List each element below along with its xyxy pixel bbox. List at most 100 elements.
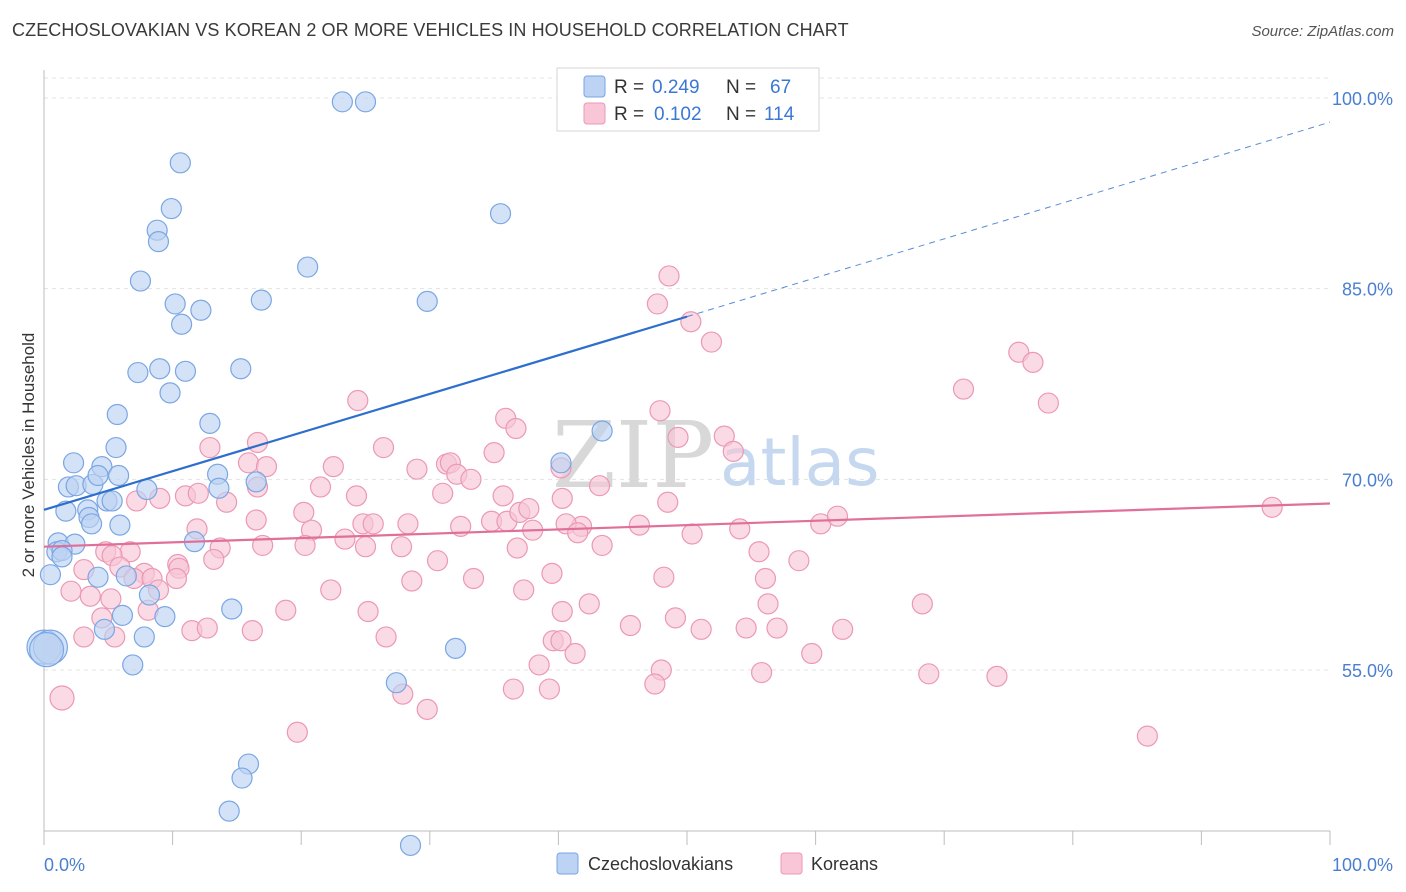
czechoslovakians-point-55 [93,618,116,640]
legend-r-value-1: 0.249 [652,77,700,98]
koreans-point-74 [390,536,413,558]
legend-n-label-1: N = [726,77,756,98]
koreans-point-126 [986,665,1008,687]
koreans-point-125 [918,663,940,685]
koreans-point-18 [483,442,505,464]
czechoslovakians-point-52 [111,604,134,626]
koreans-point-63 [567,522,589,544]
czechoslovakians-point-14 [149,358,171,380]
czechoslovakians-point-11 [171,313,193,335]
czechoslovakians-point-49 [87,566,109,588]
series-legend-swatch-koreans [780,852,803,875]
czechoslovakians-point-34 [550,452,572,474]
koreans-point-39 [551,487,573,509]
czechoslovakians-point-21 [591,420,613,442]
koreans-point-27 [460,468,482,490]
koreans-point-20 [322,456,344,478]
czechoslovakians-point-32 [208,477,230,499]
koreans-point-49 [518,497,540,520]
czechoslovakians-point-35 [55,500,77,522]
czechoslovakians-point-50 [115,565,137,587]
koreans-point-77 [591,534,613,557]
koreans-point-72 [294,534,316,557]
koreans-point-92 [60,580,82,602]
koreans-point-129 [644,673,666,695]
y-tick-label-100: 100.0% [1332,89,1393,109]
koreans-point-86 [462,567,485,590]
czechoslovakians-point-16 [174,360,197,382]
koreans-point-116 [375,626,397,648]
koreans-point-9 [1037,392,1059,414]
czechoslovakians-point-18 [159,382,181,404]
koreans-point-76 [506,537,528,559]
watermark-atlas: atlas [720,424,880,501]
x-tick-label-min: 0.0% [44,855,85,875]
czechoslovakians-point-47 [51,546,73,568]
koreans-point-88 [653,566,675,588]
czechoslovakians-point-51 [138,584,161,606]
koreans-point-110 [832,618,854,640]
koreans-point-73 [354,536,377,558]
koreans-point-65 [748,541,770,563]
czechoslovakians-point-61 [385,672,407,694]
koreans-point-75 [426,550,449,572]
czechoslovakians-points [26,91,613,857]
czechoslovakians-point-59 [444,637,467,659]
czechoslovakians-point-19 [106,403,128,426]
czechoslovakians-point-30 [136,478,158,501]
koreans-point-105 [619,614,642,637]
koreans-point-51 [628,514,651,536]
y-tick-labels: 55.0% 70.0% 85.0% 100.0% [1332,89,1393,681]
series-legend-label-czechoslovakians: Czechoslovakians [588,854,733,874]
legend-swatch-blue [583,75,606,98]
koreans-point-1 [646,293,669,315]
czechoslovakians-point-23 [62,452,85,474]
czechoslovakians-point-8 [297,256,319,278]
koreans-point-30 [345,485,368,507]
koreans-point-34 [187,482,209,504]
czechoslovakians-point-53 [154,606,176,628]
czechoslovakians-point-33 [245,471,267,493]
koreans-point-0 [658,265,680,287]
correlation-legend: R = 0.249 N = 67 R = 0.102 N = 114 [556,67,820,132]
czechoslovakians-point-63 [231,767,253,789]
koreans-point-113 [241,619,263,642]
koreans-point-7 [347,389,369,412]
czechoslovakians-trend-extension [686,121,1331,318]
x-tick-marks [43,831,1331,845]
koreans-point-99 [911,593,933,615]
koreans-point-45 [450,515,472,537]
koreans-point-102 [275,599,297,621]
koreans-point-14 [722,440,744,462]
koreans-point-70 [203,548,225,571]
trend-lines [43,121,1331,548]
koreans-point-89 [754,567,777,590]
koreans-point-5 [1022,351,1044,373]
koreans-point-133 [286,721,308,743]
koreans-point-11 [505,417,527,440]
koreans-point-64 [681,523,703,545]
czechoslovakians-point-41 [109,514,131,536]
koreans-point-97 [578,593,600,615]
koreans-point-119 [801,642,823,665]
koreans-point-44 [397,513,419,535]
source-credit: Source: ZipAtlas.com [1251,23,1394,40]
koreans-point-124 [750,661,773,684]
czechoslovakians-point-65 [399,834,422,857]
koreans-point-131 [49,685,75,711]
legend-n-label-2: N = [726,104,756,125]
koreans-point-108 [735,617,757,639]
koreans-point-90 [165,567,188,590]
czechoslovakians-point-22 [105,436,127,459]
czechoslovakians-point-66 [28,632,65,668]
legend-n-value-1: 67 [770,77,791,98]
koreans-point-52 [729,518,751,540]
czechoslovakians-point-48 [39,564,62,586]
koreans-point-37 [245,509,267,531]
czechoslovakians-point-10 [164,293,186,315]
koreans-point-107 [690,618,712,640]
czechoslovakians-point-0 [331,91,353,113]
koreans-point-87 [541,562,563,584]
koreans-point-95 [320,579,342,601]
koreans-point-109 [766,617,788,639]
